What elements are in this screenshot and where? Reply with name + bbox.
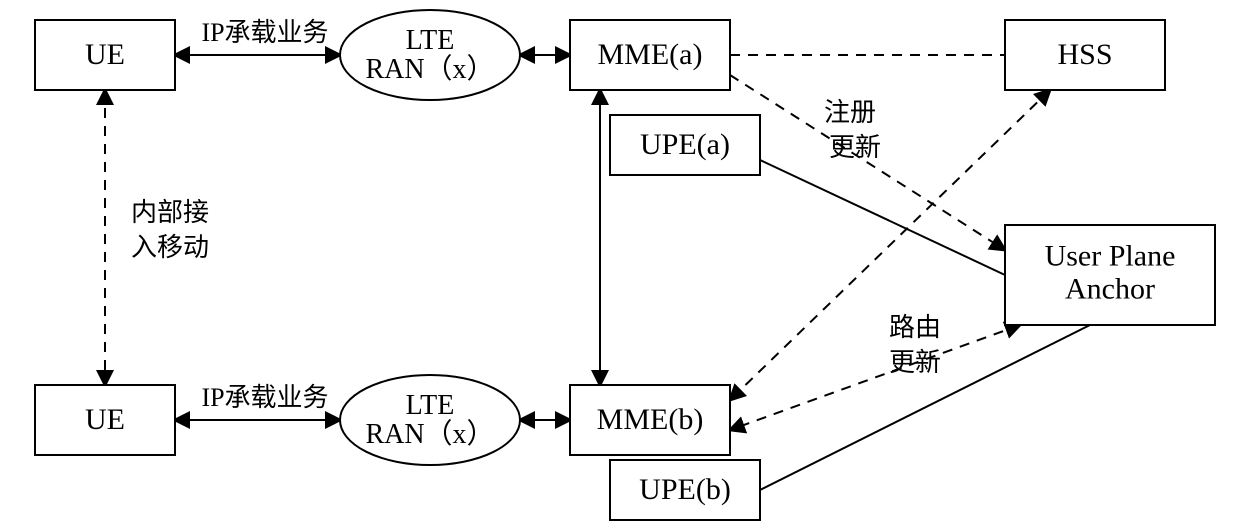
node-ran_bot: LTERAN（x） xyxy=(340,375,520,465)
label-intra2: 入移动 xyxy=(131,233,209,262)
node-hss: HSS xyxy=(1005,20,1165,90)
node-label-mme_b: MME(b) xyxy=(597,403,704,436)
label-intra1: 内部接 xyxy=(131,198,209,227)
node-mme_b: MME(b) xyxy=(570,385,730,455)
node-label-ue_bot: UE xyxy=(85,403,125,436)
label-ip_bot: IP承载业务 xyxy=(201,383,328,412)
node-ran_top: LTERAN（x） xyxy=(340,10,520,100)
node-label-hss: HSS xyxy=(1057,38,1112,71)
label-reg2: 更新 xyxy=(829,133,881,162)
node-label-upe_a: UPE(a) xyxy=(640,128,730,161)
label-ip_top: IP承载业务 xyxy=(201,18,328,47)
node-mme_a: MME(a) xyxy=(570,20,730,90)
node-ue_bot: UE xyxy=(35,385,175,455)
node-label2-anchor: Anchor xyxy=(1065,272,1155,305)
node-label-mme_a: MME(a) xyxy=(598,38,703,71)
node-upe_a: UPE(a) xyxy=(610,115,760,175)
node-label1-ran_bot: LTE xyxy=(406,390,455,421)
node-label1-anchor: User Plane xyxy=(1045,239,1176,272)
label-route2: 更新 xyxy=(889,348,941,377)
node-label-upe_b: UPE(b) xyxy=(639,473,731,506)
node-label2-ran_top: RAN（x） xyxy=(365,53,494,85)
edge-anchor-mmeb xyxy=(730,325,1020,430)
node-ue_top: UE xyxy=(35,20,175,90)
node-label1-ran_top: LTE xyxy=(406,25,455,56)
network-diagram: UEUELTERAN（x）LTERAN（x）MME(a)MME(b)UPE(a)… xyxy=(0,0,1240,532)
node-label2-ran_bot: RAN（x） xyxy=(365,418,494,450)
node-label-ue_top: UE xyxy=(85,38,125,71)
node-upe_b: UPE(b) xyxy=(610,460,760,520)
node-anchor: User PlaneAnchor xyxy=(1005,225,1215,325)
edge-upea-anchor xyxy=(760,160,1005,275)
label-reg1: 注册 xyxy=(824,98,876,127)
label-route1: 路由 xyxy=(889,313,941,342)
